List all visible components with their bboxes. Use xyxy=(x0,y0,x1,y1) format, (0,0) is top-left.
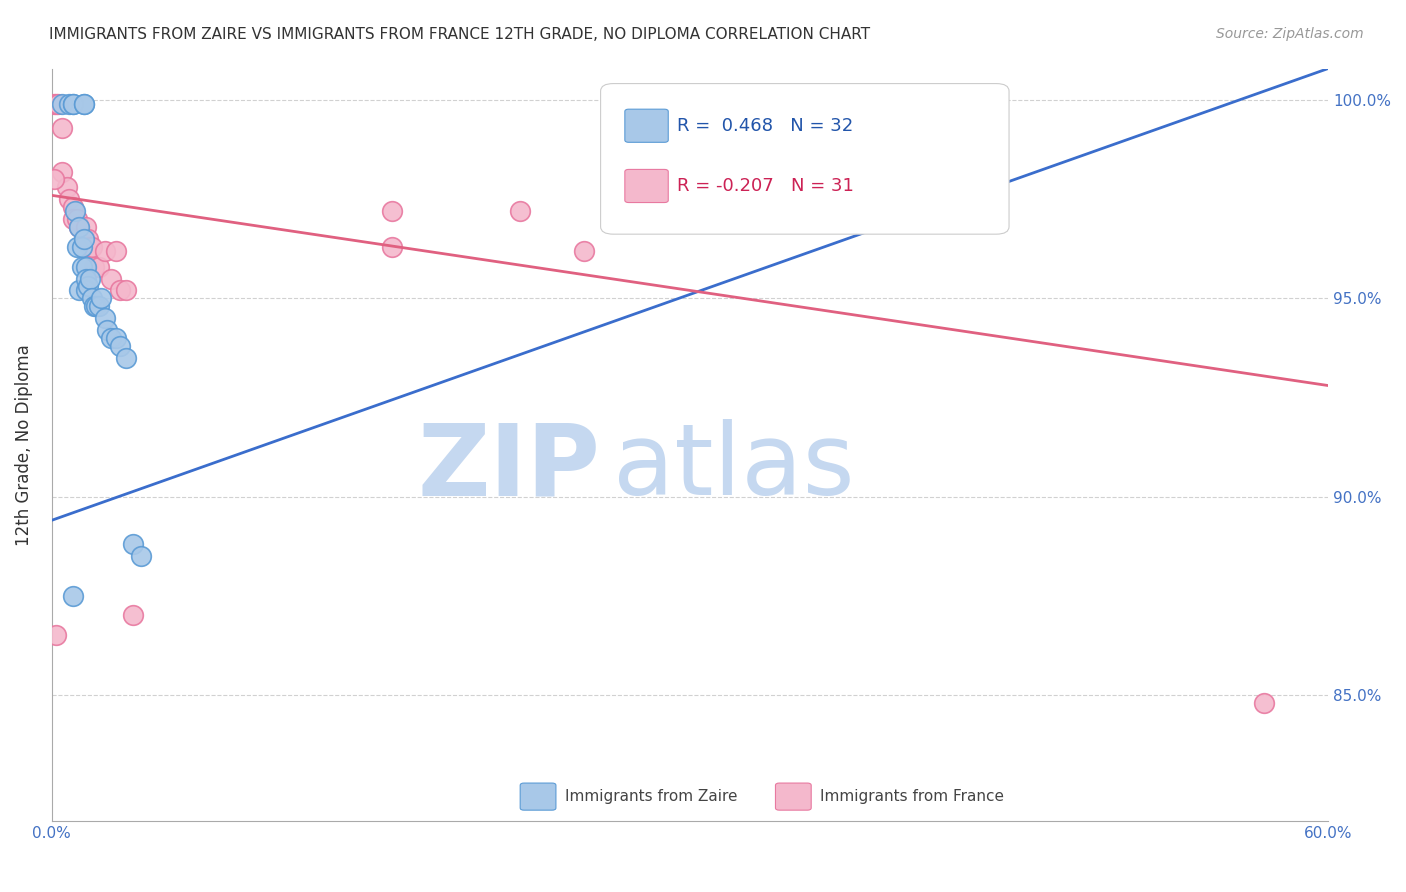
Point xyxy=(46,97,69,112)
Point xyxy=(67,220,90,235)
Point xyxy=(62,200,84,214)
Point xyxy=(77,232,100,246)
Point xyxy=(108,339,131,353)
Point xyxy=(67,284,90,298)
FancyBboxPatch shape xyxy=(776,783,811,810)
Point xyxy=(115,284,138,298)
Point xyxy=(90,291,112,305)
FancyBboxPatch shape xyxy=(624,169,668,202)
Point xyxy=(55,180,77,194)
Point xyxy=(58,192,80,206)
Point xyxy=(45,628,67,642)
Point xyxy=(62,97,84,112)
Text: Immigrants from Zaire: Immigrants from Zaire xyxy=(565,789,737,804)
Point xyxy=(1253,696,1275,710)
FancyBboxPatch shape xyxy=(600,84,1010,235)
Text: ZIP: ZIP xyxy=(418,419,600,516)
Point xyxy=(66,240,89,254)
Point xyxy=(73,232,96,246)
Point xyxy=(66,212,89,227)
Point xyxy=(96,323,118,337)
Point xyxy=(63,204,86,219)
Point xyxy=(83,299,105,313)
Point xyxy=(82,240,104,254)
Point xyxy=(121,537,143,551)
Point xyxy=(381,204,404,219)
Point xyxy=(104,244,127,258)
Point xyxy=(79,240,101,254)
Point xyxy=(70,240,93,254)
Text: R =  0.468   N = 32: R = 0.468 N = 32 xyxy=(678,117,853,135)
Point xyxy=(94,244,117,258)
Point xyxy=(104,331,127,345)
Point xyxy=(108,284,131,298)
Text: Source: ZipAtlas.com: Source: ZipAtlas.com xyxy=(1216,27,1364,41)
Point xyxy=(67,220,90,235)
Y-axis label: 12th Grade, No Diploma: 12th Grade, No Diploma xyxy=(15,344,32,546)
Point xyxy=(381,240,404,254)
Point xyxy=(75,284,97,298)
Point xyxy=(73,97,96,112)
Point xyxy=(86,299,108,313)
Point xyxy=(51,164,73,178)
Point xyxy=(51,120,73,135)
Point xyxy=(75,271,97,285)
Text: atlas: atlas xyxy=(613,419,855,516)
Point xyxy=(100,271,122,285)
Point xyxy=(572,244,595,258)
Point xyxy=(129,549,152,563)
Point xyxy=(62,212,84,227)
Point xyxy=(87,260,110,274)
Point xyxy=(51,97,73,112)
Text: R = -0.207   N = 31: R = -0.207 N = 31 xyxy=(678,177,853,195)
Point xyxy=(62,589,84,603)
Point xyxy=(42,172,65,186)
Point xyxy=(79,271,101,285)
Point xyxy=(77,279,100,293)
Point xyxy=(42,97,65,112)
Point xyxy=(75,260,97,274)
FancyBboxPatch shape xyxy=(624,109,668,143)
Point xyxy=(73,232,96,246)
Text: Immigrants from France: Immigrants from France xyxy=(820,789,1004,804)
Point xyxy=(87,299,110,313)
Point xyxy=(45,97,67,112)
Point xyxy=(121,608,143,623)
Text: IMMIGRANTS FROM ZAIRE VS IMMIGRANTS FROM FRANCE 12TH GRADE, NO DIPLOMA CORRELATI: IMMIGRANTS FROM ZAIRE VS IMMIGRANTS FROM… xyxy=(49,27,870,42)
Point xyxy=(100,331,122,345)
Point xyxy=(75,220,97,235)
Point xyxy=(58,97,80,112)
FancyBboxPatch shape xyxy=(520,783,555,810)
Point xyxy=(83,260,105,274)
Point xyxy=(115,351,138,365)
Point xyxy=(73,97,96,112)
Point xyxy=(82,291,104,305)
Point xyxy=(62,97,84,112)
Point xyxy=(509,204,531,219)
Point xyxy=(94,311,117,326)
Point xyxy=(70,260,93,274)
